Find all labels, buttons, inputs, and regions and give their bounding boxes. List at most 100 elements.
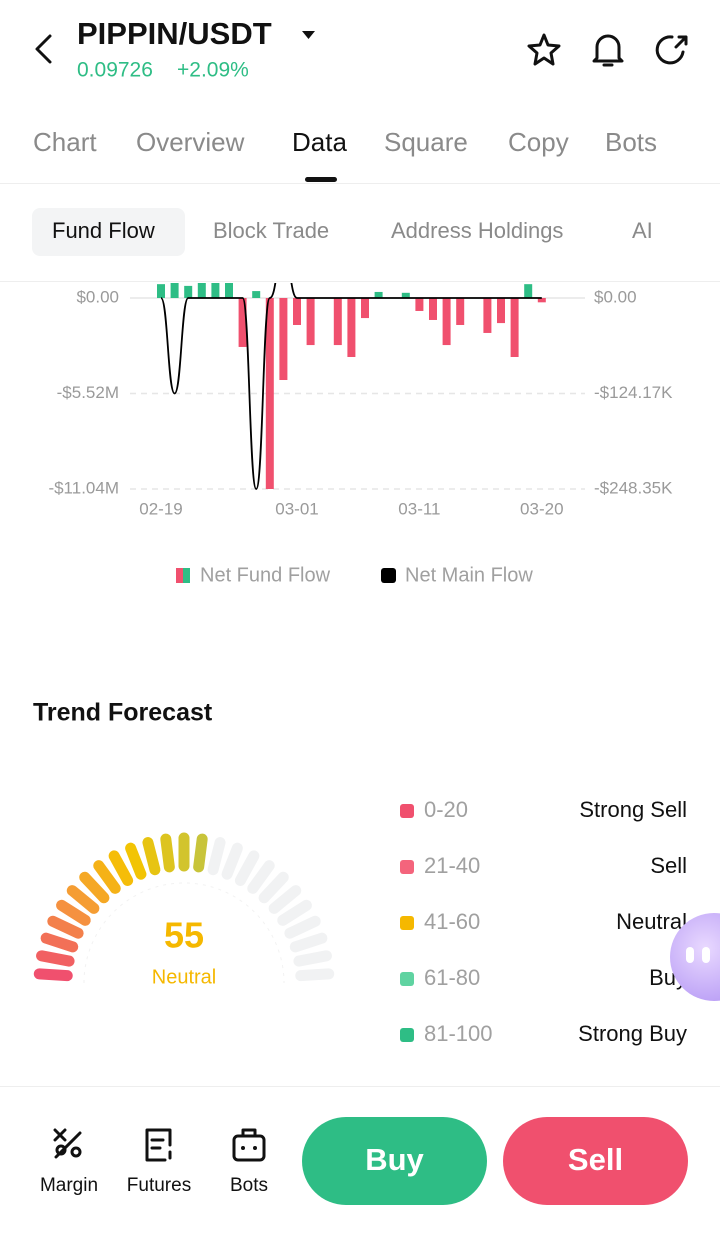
back-button[interactable] [35, 34, 52, 64]
level-range: 81-100 [424, 1021, 493, 1046]
y2-tick-label: -$124.17K [594, 383, 673, 402]
bar [306, 298, 315, 346]
line [160, 283, 542, 490]
x-tick-label: 03-20 [520, 499, 563, 518]
active-subtab-bg [32, 208, 185, 256]
bar [211, 283, 220, 298]
level-swatch [400, 1028, 414, 1042]
alert-icon[interactable] [592, 34, 624, 67]
legend-label: Net Fund Flow [200, 564, 331, 586]
gauge-segment [108, 850, 134, 886]
level-swatch [400, 860, 414, 874]
bar [401, 292, 410, 298]
bar [347, 298, 356, 357]
bar [442, 298, 451, 346]
bar [497, 298, 505, 324]
action-label[interactable]: Bots [230, 1175, 268, 1196]
level-label: Sell [650, 853, 687, 878]
bar [429, 298, 437, 320]
bar [252, 291, 261, 298]
gauge-track [221, 842, 243, 880]
subtab[interactable]: AI [632, 218, 653, 243]
gauge-status: Neutral [152, 966, 216, 988]
bar [524, 284, 533, 298]
tab[interactable]: Data [292, 127, 347, 157]
assistant-eye [702, 947, 710, 963]
bar [510, 298, 519, 357]
level-range: 61-80 [424, 965, 480, 990]
tab[interactable]: Chart [33, 127, 97, 157]
level-swatch [400, 916, 414, 930]
level-label: Strong Buy [578, 1021, 687, 1046]
assistant-bubble[interactable] [670, 913, 720, 1001]
buy-button[interactable] [302, 1117, 487, 1205]
bar [157, 284, 165, 298]
action-label[interactable]: Futures [127, 1175, 191, 1196]
gauge-track [289, 932, 328, 953]
gauge-track [284, 915, 321, 939]
level-range: 21-40 [424, 853, 480, 878]
legend-swatch [176, 568, 183, 583]
gauge-track [234, 850, 260, 886]
active-tab-indicator [305, 177, 337, 182]
gauge-track [258, 871, 289, 904]
tab[interactable]: Square [384, 127, 468, 157]
gauge-track [268, 885, 302, 914]
favorite-icon[interactable] [527, 33, 561, 66]
legend-swatch [381, 568, 396, 583]
buy-label[interactable]: Buy [365, 1142, 424, 1177]
bar [456, 298, 465, 325]
gauge-segment [125, 842, 147, 880]
tab[interactable]: Overview [136, 127, 245, 157]
bar [184, 285, 193, 298]
price: 0.09726 [77, 59, 153, 82]
x-tick-label: 02-19 [139, 499, 182, 518]
gauge-segment [160, 833, 175, 873]
gauge-track [293, 950, 332, 967]
bar [483, 298, 492, 333]
gauge-track [295, 968, 335, 982]
y-tick-label: -$11.04M [48, 478, 119, 497]
level-swatch [400, 804, 414, 818]
gauge-segment [66, 885, 100, 914]
y-tick-label: -$5.52M [57, 383, 119, 402]
subtab[interactable]: Address Holdings [391, 218, 563, 243]
subtab[interactable]: Fund Flow [52, 218, 155, 243]
gauge-segment [56, 899, 91, 926]
gauge-segment [40, 932, 79, 953]
futures-icon [145, 1128, 172, 1162]
x-tick-label: 03-11 [398, 499, 440, 518]
bar [197, 283, 206, 298]
gauge-segment [93, 860, 121, 894]
bar [333, 298, 342, 346]
tab[interactable]: Bots [605, 127, 657, 157]
x-tick-label: 03-01 [275, 499, 318, 518]
sell-button[interactable] [503, 1117, 688, 1205]
share-icon[interactable] [655, 35, 688, 65]
pair-title[interactable]: PIPPIN/USDT [77, 16, 272, 51]
level-label: Neutral [616, 909, 687, 934]
y-tick-label: $0.00 [76, 287, 119, 306]
bar [374, 291, 383, 298]
y2-tick-label: $0.00 [594, 287, 637, 306]
level-swatch [400, 972, 414, 986]
gauge-segment [33, 968, 73, 982]
gauge-segment [36, 950, 75, 967]
sell-label[interactable]: Sell [568, 1142, 623, 1177]
bar [415, 298, 424, 311]
tab[interactable]: Copy [508, 127, 569, 157]
section-title: Trend Forecast [33, 699, 213, 727]
gauge-track [207, 837, 226, 876]
bar [225, 283, 233, 298]
gauge-inner-arc [83, 882, 285, 984]
gauge-track [277, 899, 312, 926]
pair-dropdown[interactable] [302, 31, 315, 39]
action-label[interactable]: Margin [40, 1175, 98, 1196]
bar [537, 298, 546, 303]
subtab[interactable]: Block Trade [213, 218, 329, 243]
level-range: 0-20 [424, 797, 468, 822]
level-label: Strong Sell [579, 797, 687, 822]
bar [170, 283, 179, 298]
bar [238, 298, 247, 347]
